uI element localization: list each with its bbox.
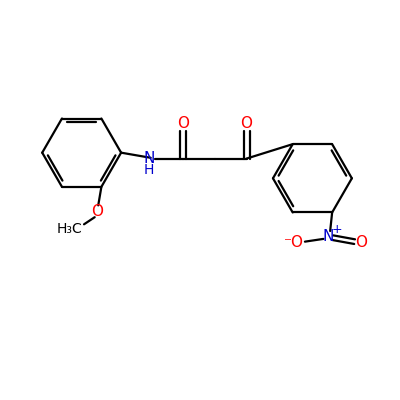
Text: O: O [178, 116, 190, 130]
Text: N: N [143, 151, 154, 166]
Text: O: O [240, 116, 252, 130]
Text: N: N [322, 230, 334, 244]
Text: O: O [92, 204, 104, 219]
Text: +: + [332, 222, 342, 236]
Text: H: H [144, 164, 154, 178]
Text: H₃C: H₃C [56, 222, 82, 236]
Text: ⁻O: ⁻O [284, 235, 304, 250]
Text: O: O [355, 235, 367, 250]
